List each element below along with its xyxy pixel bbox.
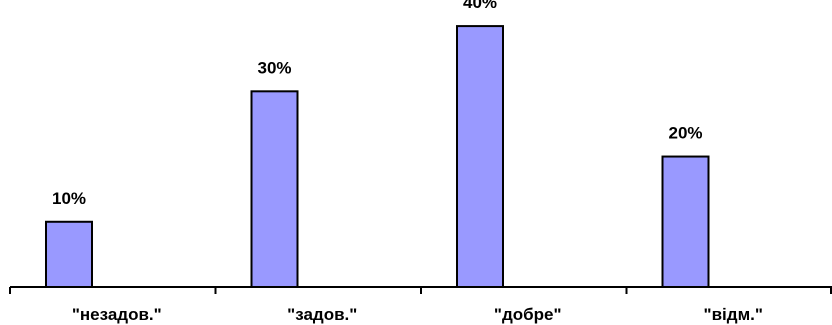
category-label-1: "задов."	[287, 305, 357, 324]
data-label-3: 20%	[668, 124, 702, 143]
bars-group	[45, 25, 710, 289]
bar-0	[45, 220, 93, 288]
x-axis	[9, 286, 832, 294]
category-label-0: "незадов."	[72, 305, 162, 324]
category-label-2: "добре"	[494, 305, 562, 324]
category-label-3: "відм."	[704, 305, 763, 324]
data-label-2: 40%	[463, 0, 497, 12]
bar-3	[661, 155, 710, 288]
bar-1	[250, 90, 299, 289]
data-label-0: 10%	[52, 189, 86, 208]
labels-group: 10% "незадов." 30% "задов." 40% "добре" 20% "ві…	[52, 0, 763, 324]
bar-2	[456, 25, 504, 288]
data-label-1: 30%	[257, 58, 291, 77]
